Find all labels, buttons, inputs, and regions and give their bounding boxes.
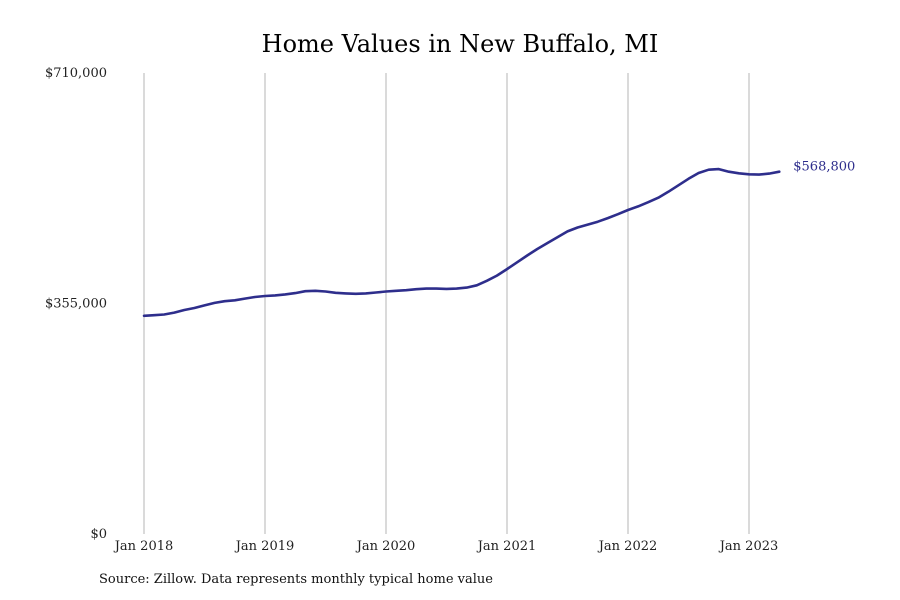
- series-line-home-value: [142, 167, 781, 318]
- x-tick-label: Jan 2023: [718, 539, 779, 554]
- y-tick-label: $355,000: [45, 297, 107, 312]
- y-tick-label: $710,000: [45, 66, 107, 81]
- x-tick-label: Jan 2019: [234, 539, 295, 554]
- source-note: Source: Zillow. Data represents monthly …: [99, 572, 493, 587]
- y-axis-tick-labels: $0 $355,000 $710,000: [45, 66, 107, 542]
- latest-value-label: $568,800: [793, 160, 855, 175]
- x-tick-label: Jan 2018: [113, 539, 174, 554]
- x-axis-tick-labels: Jan 2018 Jan 2019 Jan 2020 Jan 2021 Jan 2022…: [113, 539, 779, 554]
- y-tick-label: $0: [90, 527, 107, 542]
- x-tick-label: Jan 2021: [476, 539, 537, 554]
- vertical-gridlines: [143, 73, 750, 534]
- chart-title: Home Values in New Buffalo, MI: [262, 30, 659, 58]
- x-tick-label: Jan 2022: [597, 539, 658, 554]
- x-tick-label: Jan 2020: [355, 539, 416, 554]
